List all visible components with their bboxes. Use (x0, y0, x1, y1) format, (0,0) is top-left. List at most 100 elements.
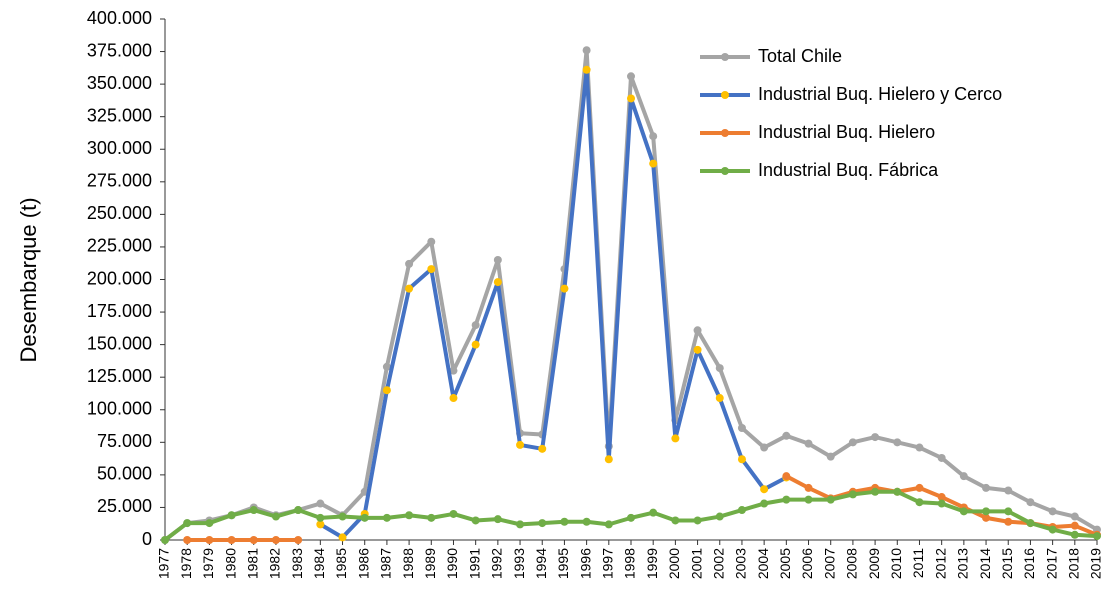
series-marker (1026, 519, 1035, 528)
series-marker (493, 255, 502, 264)
x-tick-label: 2010 (888, 548, 904, 579)
series-marker (471, 340, 480, 349)
y-tick-label: 325.000 (87, 105, 152, 125)
series-marker (183, 519, 192, 528)
x-tick-label: 2005 (777, 548, 793, 579)
series-marker (294, 536, 303, 544)
legend-marker (721, 53, 729, 61)
series-marker (161, 536, 169, 544)
series-marker (1026, 498, 1035, 507)
legend-marker (721, 129, 729, 137)
series-marker (737, 506, 746, 515)
x-tick-label: 1980 (222, 548, 238, 579)
series-marker (671, 434, 680, 443)
series-marker (427, 513, 436, 522)
series-marker (937, 499, 946, 508)
series-marker (249, 536, 258, 544)
x-tick-label: 1991 (466, 548, 482, 579)
series-marker (915, 443, 924, 452)
series-marker (582, 65, 591, 74)
series-marker (493, 278, 502, 287)
y-tick-label: 25.000 (97, 496, 152, 516)
x-tick-label: 1989 (422, 548, 438, 579)
series-marker (693, 326, 702, 335)
x-tick-label: 2000 (666, 548, 682, 579)
x-tick-label: 1996 (577, 548, 593, 579)
x-tick-label: 1998 (622, 548, 638, 579)
x-tick-label: 1997 (600, 548, 616, 579)
series-marker (649, 159, 658, 168)
series-marker (649, 508, 658, 517)
x-tick-label: 2015 (999, 548, 1015, 579)
series-marker (538, 519, 547, 528)
x-tick-label: 1984 (311, 548, 327, 579)
series-marker (737, 423, 746, 432)
x-tick-label: 2006 (799, 548, 815, 579)
series-marker (715, 512, 724, 521)
x-tick-label: 2013 (955, 548, 971, 579)
series-marker (804, 483, 813, 492)
series-marker (915, 498, 924, 507)
x-tick-label: 2018 (1066, 548, 1082, 579)
x-tick-label: 2012 (932, 548, 948, 579)
x-tick-label: 2011 (910, 548, 926, 578)
y-tick-label: 225.000 (87, 236, 152, 256)
series-marker (782, 495, 791, 504)
series-marker (627, 72, 635, 81)
series-marker (1093, 532, 1101, 541)
series-marker (582, 517, 591, 526)
series-marker (405, 511, 414, 520)
series-marker (760, 485, 769, 494)
y-tick-label: 50.000 (97, 464, 152, 484)
y-tick-label: 125.000 (87, 366, 152, 386)
series-marker (871, 433, 880, 442)
series-marker (227, 511, 236, 520)
x-tick-label: 1978 (178, 548, 194, 579)
series-marker (671, 516, 680, 525)
series-marker (538, 444, 547, 453)
x-tick-label: 1987 (378, 548, 394, 579)
series-marker (316, 520, 325, 529)
series-marker (205, 519, 214, 528)
series-marker (449, 366, 458, 375)
y-tick-label: 350.000 (87, 73, 152, 93)
series-marker (1004, 517, 1013, 526)
legend-label: Industrial Buq. Hielero y Cerco (758, 84, 1002, 104)
series-marker (560, 284, 569, 293)
series-marker (338, 533, 347, 542)
series-marker (715, 364, 724, 373)
series-marker (826, 495, 835, 504)
series-marker (516, 440, 525, 449)
series-marker (848, 490, 857, 499)
series-marker (893, 438, 902, 447)
series-marker (382, 362, 391, 371)
x-tick-label: 2016 (1021, 548, 1037, 579)
x-tick-label: 1979 (200, 548, 216, 579)
series-marker (1004, 486, 1013, 495)
series-marker (427, 265, 436, 274)
series-marker (316, 499, 325, 508)
series-marker (1048, 525, 1057, 534)
series-marker (382, 513, 391, 522)
series-marker (782, 472, 791, 481)
series-marker (449, 394, 458, 403)
x-tick-label: 1992 (489, 548, 505, 579)
series-marker (360, 513, 369, 522)
series-marker (271, 512, 280, 521)
series-marker (693, 345, 702, 354)
x-tick-label: 2014 (977, 548, 993, 579)
x-tick-label: 1993 (511, 548, 527, 579)
x-tick-label: 1999 (644, 548, 660, 579)
x-tick-label: 2001 (688, 548, 704, 579)
series-marker (804, 495, 813, 504)
y-axis-label: Desembarque (t) (16, 197, 41, 362)
y-tick-label: 250.000 (87, 203, 152, 223)
series-marker (848, 438, 857, 447)
series-marker (982, 483, 991, 492)
x-tick-label: 1977 (156, 548, 172, 579)
x-tick-label: 2008 (844, 548, 860, 579)
series-marker (1070, 512, 1079, 521)
x-tick-label: 2007 (821, 548, 837, 579)
x-tick-label: 1985 (333, 548, 349, 579)
x-tick-label: 1990 (444, 548, 460, 579)
